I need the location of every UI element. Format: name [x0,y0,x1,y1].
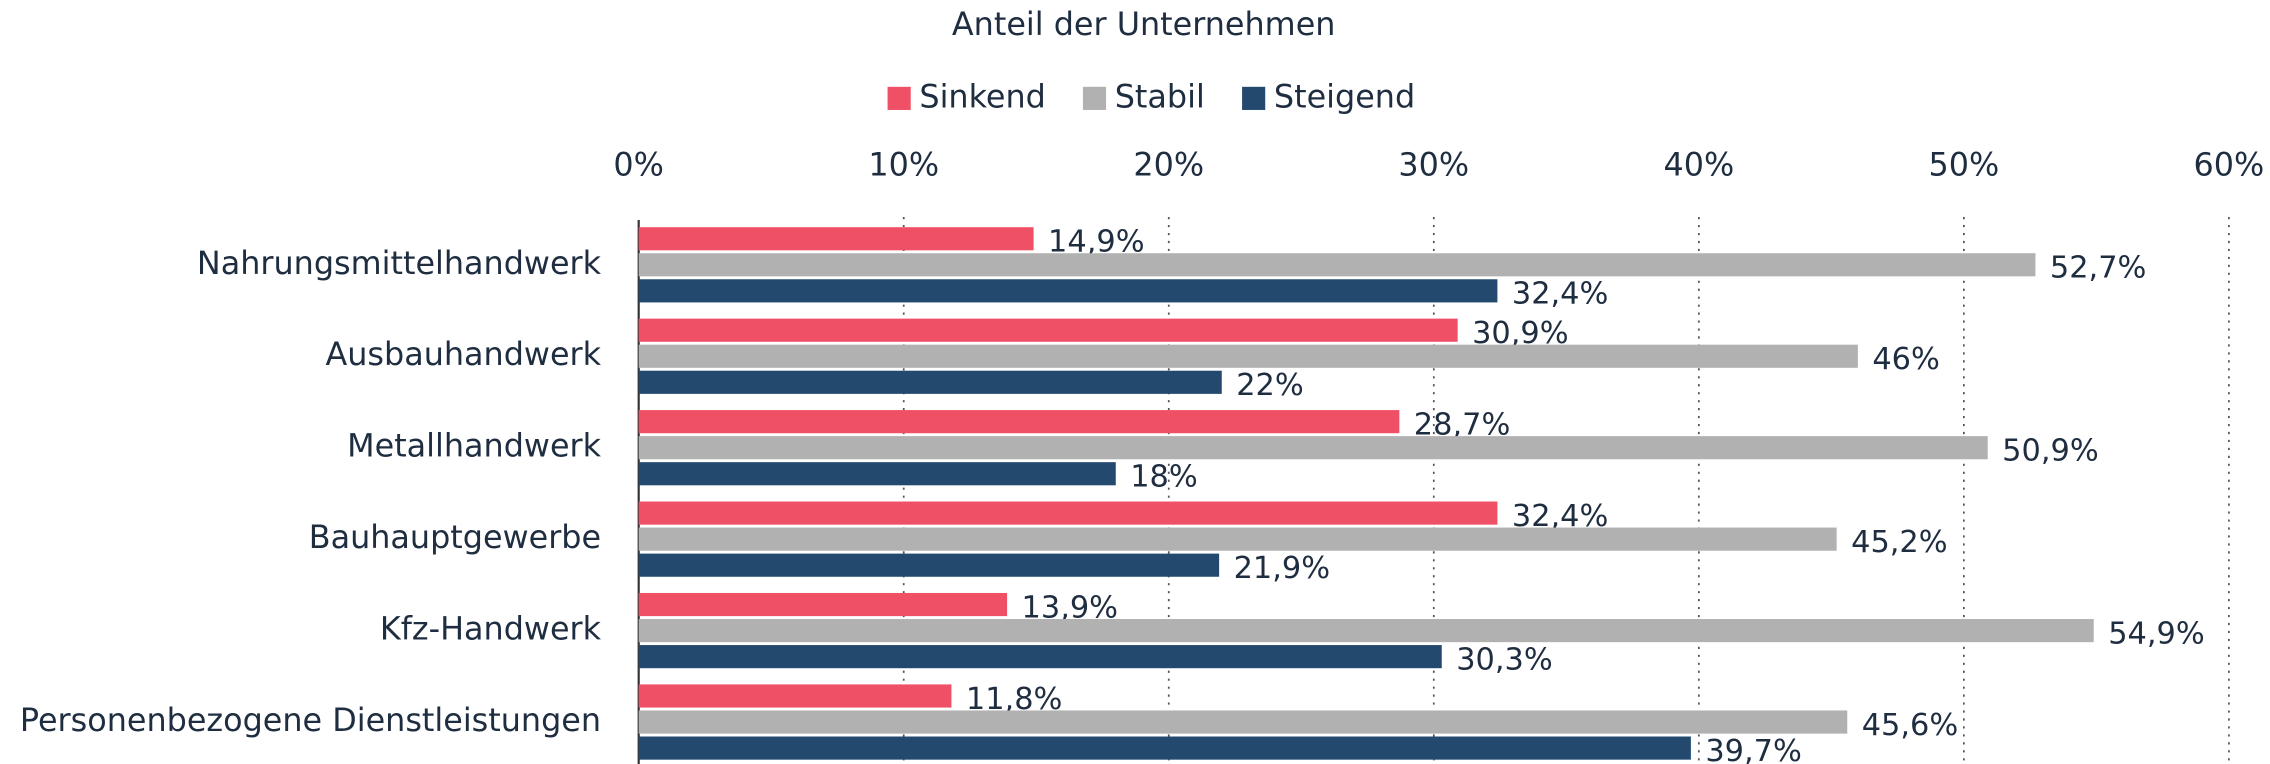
x-tick-label: 0% [613,145,664,183]
value-label: 32,4% [1512,277,1609,312]
value-label: 39,7% [1705,734,1802,764]
bar [638,553,1220,577]
legend-label: Steigend [1274,77,1415,115]
bar [638,527,1837,551]
x-tick-label: 10% [868,145,939,183]
bar [638,410,1400,434]
value-label: 45,6% [1862,708,1959,743]
bar [638,684,952,708]
x-tick-label: 40% [1663,145,1734,183]
legend-swatch [1082,86,1107,110]
y-tick-label: Bauhauptgewerbe [309,518,601,556]
bar [638,253,2036,277]
legend-swatch [887,86,911,110]
bar [638,436,1988,460]
bar [638,736,1691,760]
bar [638,592,1008,617]
x-tick-label: 60% [2194,145,2265,183]
y-tick-label: Ausbauhandwerk [325,335,601,373]
value-label: 45,2% [1851,525,1948,560]
bar [638,645,1442,669]
chart-title: Anteil der Unternehmen [952,5,1336,43]
value-label: 54,9% [2108,616,2205,651]
value-label: 21,9% [1234,551,1331,586]
x-tick-label: 20% [1133,145,1204,183]
value-label: 50,9% [2002,434,2098,469]
value-label: 22% [1236,368,1304,403]
value-label: 30,3% [1456,642,1553,677]
bar [638,619,2094,643]
bar [638,370,1222,394]
value-label: 46% [1872,342,1940,377]
bar [638,227,1034,251]
bar [638,710,1848,734]
legend-swatch [1242,86,1266,110]
y-tick-label: Nahrungsmittelhandwerk [197,244,602,282]
bar [638,318,1458,342]
bar [638,344,1858,368]
x-tick-label: 30% [1398,145,1469,183]
bar [638,462,1116,486]
y-tick-label: Kfz-Handwerk [380,610,602,648]
legend-label: Sinkend [919,77,1045,115]
value-label: 52,7% [2050,251,2147,286]
y-tick-label: Personenbezogene Dienstleistungen [20,701,601,739]
legend-label: Stabil [1115,77,1205,115]
value-label: 18% [1130,460,1198,495]
bar [638,279,1498,303]
x-tick-label: 50% [1928,145,1999,183]
bar [638,501,1498,525]
y-tick-label: Metallhandwerk [347,427,601,465]
